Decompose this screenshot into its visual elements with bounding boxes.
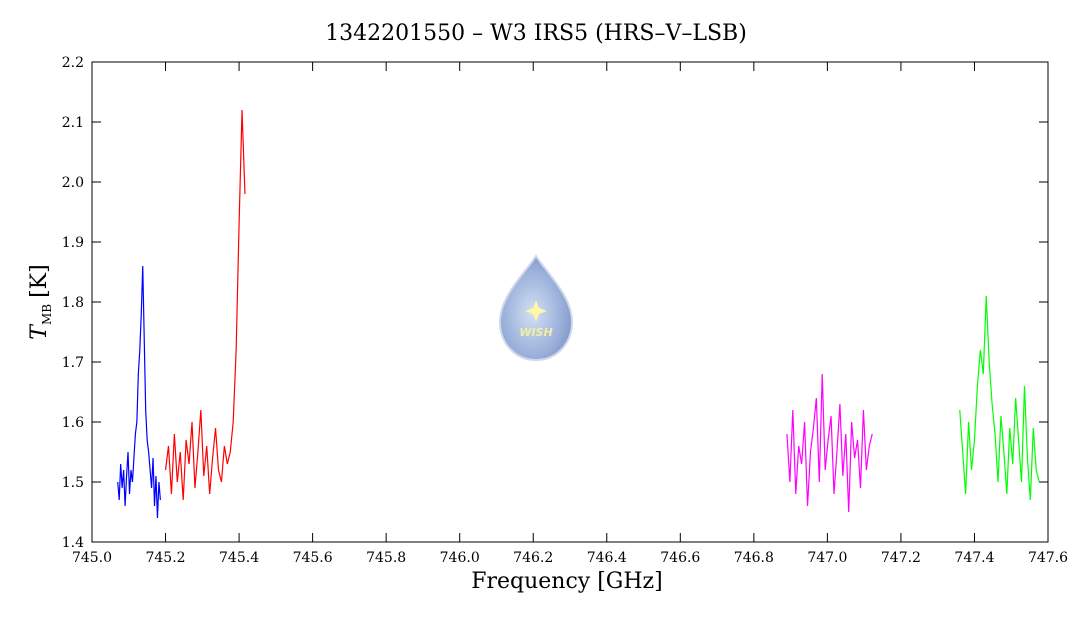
spectrum-line bbox=[959, 295, 1040, 501]
y-axis-label: TMB [K] bbox=[27, 264, 54, 339]
logo-star bbox=[525, 300, 547, 322]
x-tick-label: 747.6 bbox=[1028, 550, 1068, 566]
chart-title: 1342201550 – W3 IRS5 (HRS–V–LSB) bbox=[325, 21, 747, 46]
y-tick-label: 1.6 bbox=[62, 415, 84, 431]
x-tick-label: 747.2 bbox=[881, 550, 921, 566]
y-tick-label: 2.0 bbox=[62, 175, 84, 191]
x-tick-label: 745.6 bbox=[293, 550, 333, 566]
logo-text: WISH bbox=[519, 326, 552, 339]
y-label-unit: [K] bbox=[27, 264, 52, 298]
x-tick-label: 745.0 bbox=[72, 550, 112, 566]
x-axis-label: Frequency [GHz] bbox=[471, 569, 663, 594]
spectrum-line bbox=[164, 109, 246, 501]
watermark-logo: WISH bbox=[498, 254, 574, 362]
x-tick-label: 746.6 bbox=[660, 550, 700, 566]
y-tick-label: 1.8 bbox=[62, 295, 84, 311]
x-tick-label: 746.8 bbox=[734, 550, 774, 566]
y-label-subscript: MB bbox=[40, 304, 54, 325]
x-tick-label: 746.4 bbox=[587, 550, 627, 566]
x-tick-label: 745.4 bbox=[219, 550, 259, 566]
plot-frame bbox=[91, 61, 1049, 543]
spectrum-line bbox=[786, 373, 873, 513]
x-tick-label: 746.0 bbox=[440, 550, 480, 566]
y-label-symbol: T bbox=[27, 323, 52, 340]
y-tick-label: 2.1 bbox=[62, 115, 84, 131]
y-tick-label: 2.2 bbox=[62, 55, 84, 71]
x-tick-label: 745.2 bbox=[145, 550, 185, 566]
x-tick-label: 745.8 bbox=[366, 550, 406, 566]
x-tick-label: 747.4 bbox=[954, 550, 994, 566]
spectrum-line bbox=[117, 265, 161, 519]
y-tick-label: 1.4 bbox=[62, 535, 84, 551]
y-tick-label: 1.9 bbox=[62, 235, 84, 251]
x-tick-label: 747.0 bbox=[807, 550, 847, 566]
x-tick-label: 746.2 bbox=[513, 550, 553, 566]
y-tick-label: 1.5 bbox=[62, 475, 84, 491]
y-tick-label: 1.7 bbox=[62, 355, 84, 371]
